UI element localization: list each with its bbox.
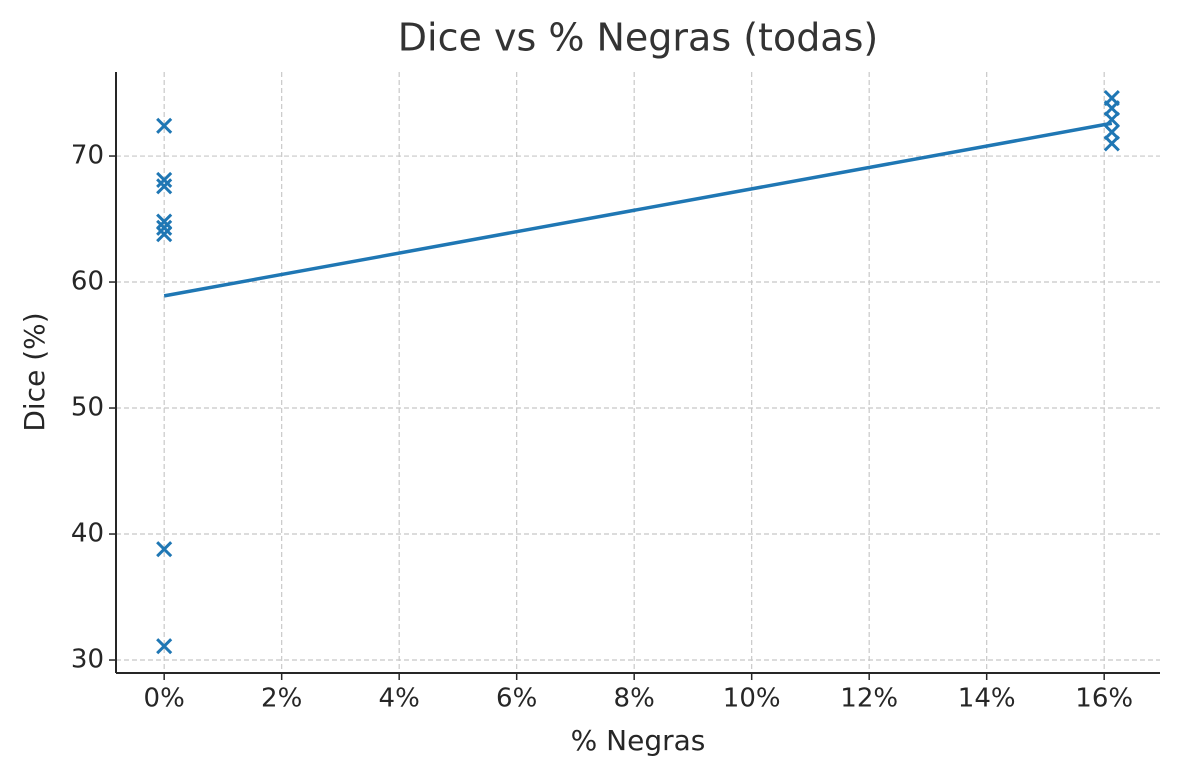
x-axis-label: % Negras [571, 724, 706, 757]
y-tick-label: 70 [71, 141, 104, 171]
trend-line [163, 121, 1113, 298]
x-tick-label: 4% [379, 684, 420, 714]
x-tick-label: 8% [614, 684, 655, 714]
scatter-point [156, 213, 173, 230]
x-tick-label: 10% [723, 684, 781, 714]
x-tick-label: 2% [261, 684, 302, 714]
scatter-point [1103, 135, 1120, 152]
scatter-point [156, 171, 173, 189]
scatter-point [156, 226, 173, 243]
x-tick-label: 12% [840, 684, 898, 714]
y-tick-label: 40 [71, 519, 104, 549]
y-tick-label: 50 [71, 393, 104, 423]
y-axis-label: Dice (%) [18, 312, 51, 431]
scatter-point [156, 117, 173, 134]
chart-title: Dice vs % Negras (todas) [398, 16, 878, 60]
x-tick-label: 16% [1075, 684, 1133, 714]
y-tick-label: 60 [71, 267, 104, 297]
scatter-point [156, 638, 173, 655]
x-tick-label: 6% [496, 684, 537, 714]
scatter-point [156, 219, 173, 236]
scatter-point [156, 541, 173, 558]
y-tick-label: 30 [71, 645, 104, 675]
scatter-point [156, 178, 173, 195]
x-tick-label: 0% [144, 684, 185, 714]
x-tick-label: 14% [958, 684, 1016, 714]
